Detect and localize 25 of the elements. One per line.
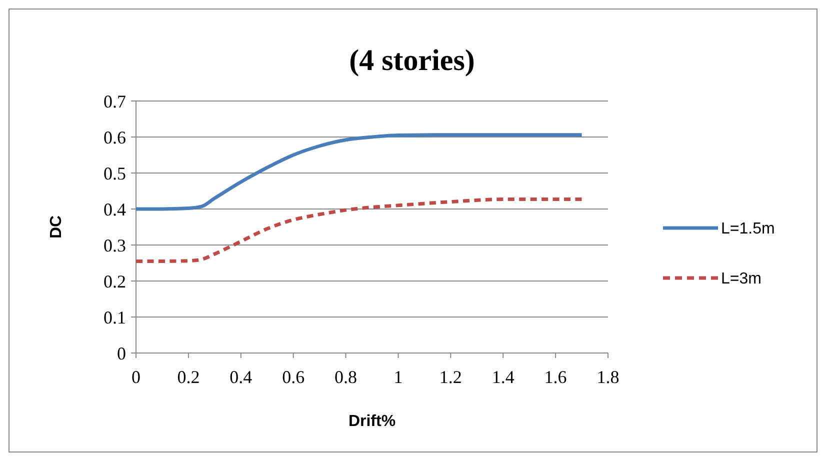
x-tick-label: 0.8 [334, 367, 358, 387]
y-tick-label: 0.7 [104, 91, 126, 112]
x-tick-label: 0 [132, 367, 140, 387]
x-tick-label: 1 [394, 367, 403, 387]
line-series [134, 133, 584, 211]
y-tick-label: 0.5 [104, 163, 126, 184]
y-tick-label: 0.6 [104, 127, 126, 148]
y-tick-label: 0.2 [104, 271, 126, 292]
x-tick-label: 1.2 [439, 367, 462, 387]
x-tick-label: 1.8 [596, 367, 620, 387]
legend-label: L=3m [721, 270, 762, 288]
legend-label: L=1.5m [721, 220, 775, 238]
y-tick-label: 0 [117, 343, 126, 364]
y-tick-label: 0.4 [104, 199, 126, 220]
x-tick-label: 1.4 [492, 367, 514, 387]
x-axis-title: Drift% [348, 413, 396, 430]
line-series [134, 198, 584, 263]
y-tick-label: 0.1 [104, 307, 126, 328]
x-tick-label: 0.4 [230, 367, 252, 387]
y-axis-title: DC [48, 215, 65, 239]
x-tick-label: 0.2 [177, 367, 200, 387]
x-tick-label: 1.6 [544, 367, 567, 387]
y-tick-label: 0.3 [104, 235, 126, 256]
chart-title: (4 stories) [349, 44, 475, 77]
x-tick-label: 0.6 [282, 367, 305, 387]
